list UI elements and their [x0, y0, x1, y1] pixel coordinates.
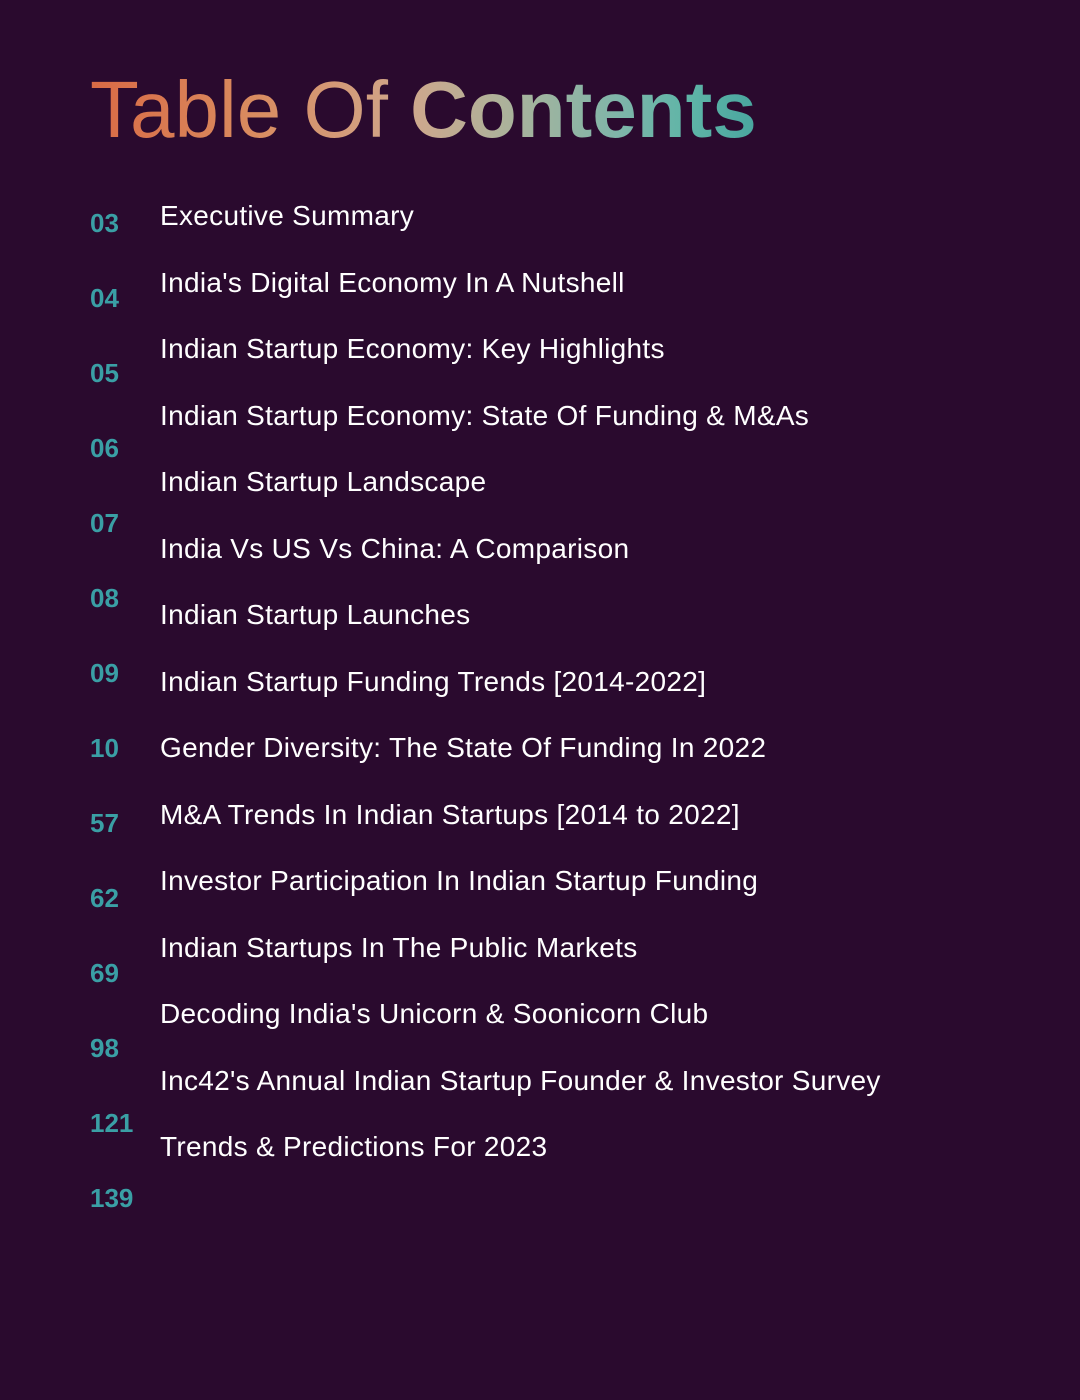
- toc-entry-label: Trends & Predictions For 2023: [160, 1131, 881, 1163]
- page-number: 03: [90, 208, 150, 239]
- page-number: 08: [90, 583, 150, 614]
- page-number: 62: [90, 883, 150, 914]
- labels-column: Executive Summary India's Digital Econom…: [160, 200, 881, 1163]
- toc-entry-label: India Vs US Vs China: A Comparison: [160, 533, 881, 565]
- page-number: 139: [90, 1183, 150, 1214]
- page-number: 98: [90, 1033, 150, 1064]
- toc-entry-label: Investor Participation In Indian Startup…: [160, 865, 881, 897]
- table-of-contents: 03 04 05 06 07 08 09 10 57 62 69 98 121 …: [90, 208, 990, 1208]
- page-number: 09: [90, 658, 150, 689]
- toc-entry-label: Inc42's Annual Indian Startup Founder & …: [160, 1065, 881, 1097]
- page-number: 69: [90, 958, 150, 989]
- toc-entry-label: Indian Startup Launches: [160, 599, 881, 631]
- title-prefix: Table Of: [90, 65, 410, 154]
- toc-entry-label: Decoding India's Unicorn & Soonicorn Clu…: [160, 998, 881, 1030]
- title-bold: Contents: [410, 65, 757, 154]
- toc-entry-label: Executive Summary: [160, 200, 881, 232]
- page-number: 06: [90, 433, 150, 464]
- toc-entry-label: Indian Startup Funding Trends [2014-2022…: [160, 666, 881, 698]
- page-number: 121: [90, 1108, 150, 1139]
- toc-entry-label: Indian Startup Economy: State Of Funding…: [160, 400, 881, 432]
- toc-entry-label: Indian Startup Economy: Key Highlights: [160, 333, 881, 365]
- toc-entry-label: Gender Diversity: The State Of Funding I…: [160, 732, 881, 764]
- toc-entry-label: M&A Trends In Indian Startups [2014 to 2…: [160, 799, 881, 831]
- page-number: 10: [90, 733, 150, 764]
- page-number: 04: [90, 283, 150, 314]
- page-number: 05: [90, 358, 150, 389]
- page-number: 57: [90, 808, 150, 839]
- page-numbers-column: 03 04 05 06 07 08 09 10 57 62 69 98 121 …: [90, 208, 150, 1214]
- toc-entry-label: Indian Startups In The Public Markets: [160, 932, 881, 964]
- toc-entry-label: India's Digital Economy In A Nutshell: [160, 267, 881, 299]
- page-title: Table Of Contents: [90, 70, 990, 150]
- page-number: 07: [90, 508, 150, 539]
- toc-entry-label: Indian Startup Landscape: [160, 466, 881, 498]
